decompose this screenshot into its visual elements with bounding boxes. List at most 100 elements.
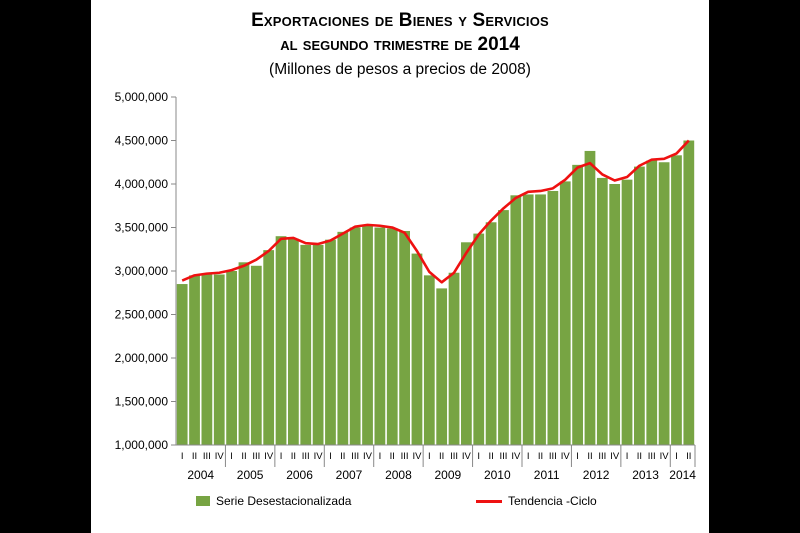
bar [337,231,349,445]
year-label: 2011 [534,468,560,482]
quarter-tick-label: I [181,451,184,462]
quarter-tick-label: IV [363,451,373,462]
quarter-tick-label: IV [462,451,472,462]
bar [671,155,682,446]
bar [448,272,460,445]
bar [411,253,423,445]
year-label: 2004 [187,468,214,482]
legend-swatch-bars [196,496,210,506]
bar [535,194,546,445]
bar [658,162,670,445]
quarter-tick-label: IV [610,451,620,462]
legend-label-bars: Serie Desestacionalizada [216,494,352,508]
bar [485,222,497,445]
bar [461,242,472,445]
trend-line [181,139,690,284]
bar [226,271,237,445]
legend-item-line: Tendencia -Ciclo [476,494,597,508]
quarter-tick-label: III [351,451,359,462]
legend-item-bars: Serie Desestacionalizada [196,494,351,508]
y-tick-label: 1,500,000 [115,395,169,409]
y-tick-label: 5,000,000 [115,90,169,104]
quarter-tick-label: II [488,451,493,462]
bar [572,164,583,446]
y-tick-label: 4,000,000 [115,177,169,191]
bar [349,227,361,445]
quarter-tick-label: I [527,451,530,462]
legend-swatch-line [476,499,502,503]
bar [325,239,336,445]
quarter-tick-label: III [203,451,211,462]
year-label: 2010 [484,468,511,482]
bar [362,224,373,445]
quarter-tick-label: I [675,451,678,462]
y-tick-label: 2,500,000 [115,308,169,322]
year-label: 2012 [583,468,610,482]
quarter-tick-label: I [576,451,579,462]
quarter-tick-label: III [401,451,409,462]
quarter-tick-label: IV [264,451,274,462]
bar [436,288,448,445]
bar [596,177,608,445]
bar [547,190,559,445]
year-label: 2009 [435,468,462,482]
year-label: 2005 [237,468,264,482]
y-tick-label: 3,500,000 [115,221,169,235]
bar [176,284,188,445]
quarter-tick-label: II [192,451,197,462]
bar [559,181,571,445]
bar [263,250,275,445]
bar [683,140,695,445]
year-label: 2008 [385,468,412,482]
year-label: 2007 [336,468,363,482]
bar [275,236,287,445]
quarter-tick-label: IV [412,451,422,462]
y-tick-label: 2,000,000 [115,351,169,365]
bar [609,184,621,445]
quarter-tick-label: II [686,451,691,462]
quarter-tick-label: II [390,451,395,462]
year-label: 2006 [286,468,313,482]
bar [423,275,435,445]
bar [522,194,534,445]
quarter-tick-label: II [340,451,345,462]
quarter-tick-label: I [428,451,431,462]
quarter-tick-label: III [499,451,507,462]
bar [498,210,509,445]
quarter-tick-label: II [439,451,444,462]
bar [238,262,250,445]
quarter-tick-label: IV [215,451,225,462]
chart-subtitle: (Millones de pesos a precios de 2008) [269,61,531,78]
legend-label-line: Tendencia -Ciclo [508,494,597,508]
bar [584,150,596,445]
quarter-tick-label: III [302,451,310,462]
quarter-tick-label: III [450,451,458,462]
bar [374,227,386,445]
bar [189,275,200,445]
bar [621,179,633,445]
bar [288,238,299,445]
quarter-tick-label: III [598,451,606,462]
quarter-tick-label: II [637,451,642,462]
quarter-tick-label: I [626,451,629,462]
bar [634,166,645,445]
year-label: 2014 [669,468,696,482]
y-tick-label: 3,000,000 [115,264,169,278]
quarter-tick-label: I [379,451,382,462]
quarter-tick-label: III [252,451,260,462]
quarter-tick-label: IV [314,451,324,462]
quarter-tick-label: II [291,451,296,462]
bar [300,244,312,445]
y-tick-label: 4,500,000 [115,134,169,148]
bar [510,195,522,445]
quarter-tick-label: I [477,451,480,462]
bar [213,274,225,445]
year-label: 2013 [632,468,659,482]
quarter-tick-label: II [587,451,592,462]
quarter-tick-label: IV [561,451,571,462]
quarter-tick-label: II [241,451,246,462]
bar [250,265,262,445]
quarter-tick-label: IV [660,451,670,462]
quarter-tick-label: III [648,451,656,462]
